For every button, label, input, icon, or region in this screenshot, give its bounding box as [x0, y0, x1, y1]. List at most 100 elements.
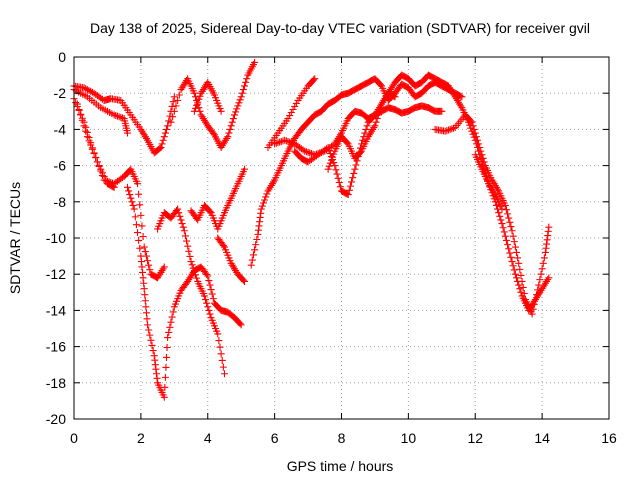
- data-point: [169, 98, 177, 106]
- data-point: [251, 246, 259, 254]
- data-point: [438, 107, 446, 115]
- data-point: [141, 248, 149, 256]
- data-point: [352, 161, 360, 169]
- data-point: [217, 350, 225, 358]
- data-point: [124, 183, 131, 191]
- data-point: [140, 279, 148, 287]
- data-point: [206, 310, 214, 318]
- data-point: [346, 182, 354, 190]
- data-point: [329, 153, 337, 161]
- data-point: [172, 102, 180, 110]
- data-point: [348, 178, 356, 186]
- data-point: [372, 118, 380, 126]
- series-arc-8: [190, 78, 225, 115]
- data-point: [287, 139, 295, 147]
- data-point: [205, 306, 213, 314]
- series-arc-11: [247, 75, 466, 269]
- data-point: [178, 220, 186, 228]
- series-arc-6: [154, 205, 228, 378]
- data-point: [332, 166, 340, 174]
- data-point: [115, 113, 123, 121]
- data-point: [134, 229, 142, 237]
- data-point: [73, 100, 81, 108]
- data-point: [306, 149, 314, 157]
- data-point: [203, 271, 211, 279]
- data-point: [237, 93, 245, 101]
- data-point: [446, 125, 454, 133]
- series-arc-7: [167, 58, 259, 151]
- data-point: [498, 205, 506, 213]
- data-point: [545, 274, 553, 282]
- data-point: [141, 297, 149, 305]
- data-point: [219, 242, 227, 250]
- data-point: [170, 93, 178, 101]
- data-point: [272, 139, 280, 147]
- data-point: [257, 209, 265, 217]
- data-point: [519, 283, 527, 291]
- data-point: [543, 240, 551, 248]
- data-point: [157, 144, 165, 151]
- data-point: [146, 266, 154, 274]
- data-point: [334, 174, 342, 182]
- data-point: [258, 202, 266, 210]
- data-point: [205, 277, 213, 285]
- data-point: [166, 323, 174, 331]
- data-point: [186, 252, 194, 260]
- data-point: [286, 112, 294, 120]
- data-point: [147, 336, 155, 344]
- data-point: [139, 232, 147, 240]
- data-point: [510, 238, 518, 246]
- data-point: [216, 343, 224, 351]
- data-point: [163, 125, 171, 133]
- data-point: [227, 122, 235, 130]
- data-point: [363, 122, 371, 130]
- data-point: [78, 116, 86, 124]
- tick-labels: 0 2 4 6 8 10 12 14 16 0 -2 -4 -6 -8 -10 -12 -14 -16 -18 -20: [46, 49, 617, 446]
- data-point: [249, 251, 257, 259]
- data-point: [161, 129, 169, 137]
- data-point: [377, 104, 385, 112]
- series-arc-5: [124, 183, 245, 401]
- data-point: [241, 277, 249, 285]
- data-point: [276, 138, 284, 146]
- data-point: [190, 107, 198, 115]
- data-point: [215, 337, 223, 345]
- data-point: [136, 201, 144, 209]
- data-point: [537, 270, 545, 278]
- data-point: [219, 363, 227, 371]
- data-point: [445, 126, 452, 134]
- data-point: [514, 254, 522, 262]
- data-point: [542, 244, 550, 252]
- data-point: [536, 276, 544, 284]
- data-point: [141, 291, 149, 299]
- data-point: [152, 365, 160, 373]
- data-point: [467, 117, 475, 125]
- data-point: [95, 162, 103, 170]
- data-point: [161, 383, 169, 391]
- data-point: [232, 108, 240, 116]
- data-point: [195, 95, 203, 103]
- data-point: [301, 147, 309, 155]
- data-point: [164, 334, 172, 342]
- data-point: [126, 191, 134, 199]
- data-point: [498, 220, 506, 228]
- data-point: [167, 118, 175, 126]
- data-point: [336, 183, 344, 191]
- data-point: [185, 247, 193, 255]
- data-point: [175, 209, 183, 217]
- data-point: [472, 133, 480, 141]
- x-tick-label: 14: [534, 430, 550, 446]
- data-point: [254, 226, 262, 234]
- data-point: [125, 187, 133, 195]
- x-tick-label: 4: [204, 430, 212, 446]
- data-point: [204, 272, 212, 280]
- data-point: [191, 271, 199, 279]
- data-point: [530, 300, 538, 308]
- data-point: [135, 236, 143, 244]
- data-point: [443, 127, 451, 135]
- data-point: [224, 133, 232, 141]
- data-point: [292, 99, 300, 107]
- data-point: [136, 244, 144, 252]
- data-point: [508, 227, 516, 235]
